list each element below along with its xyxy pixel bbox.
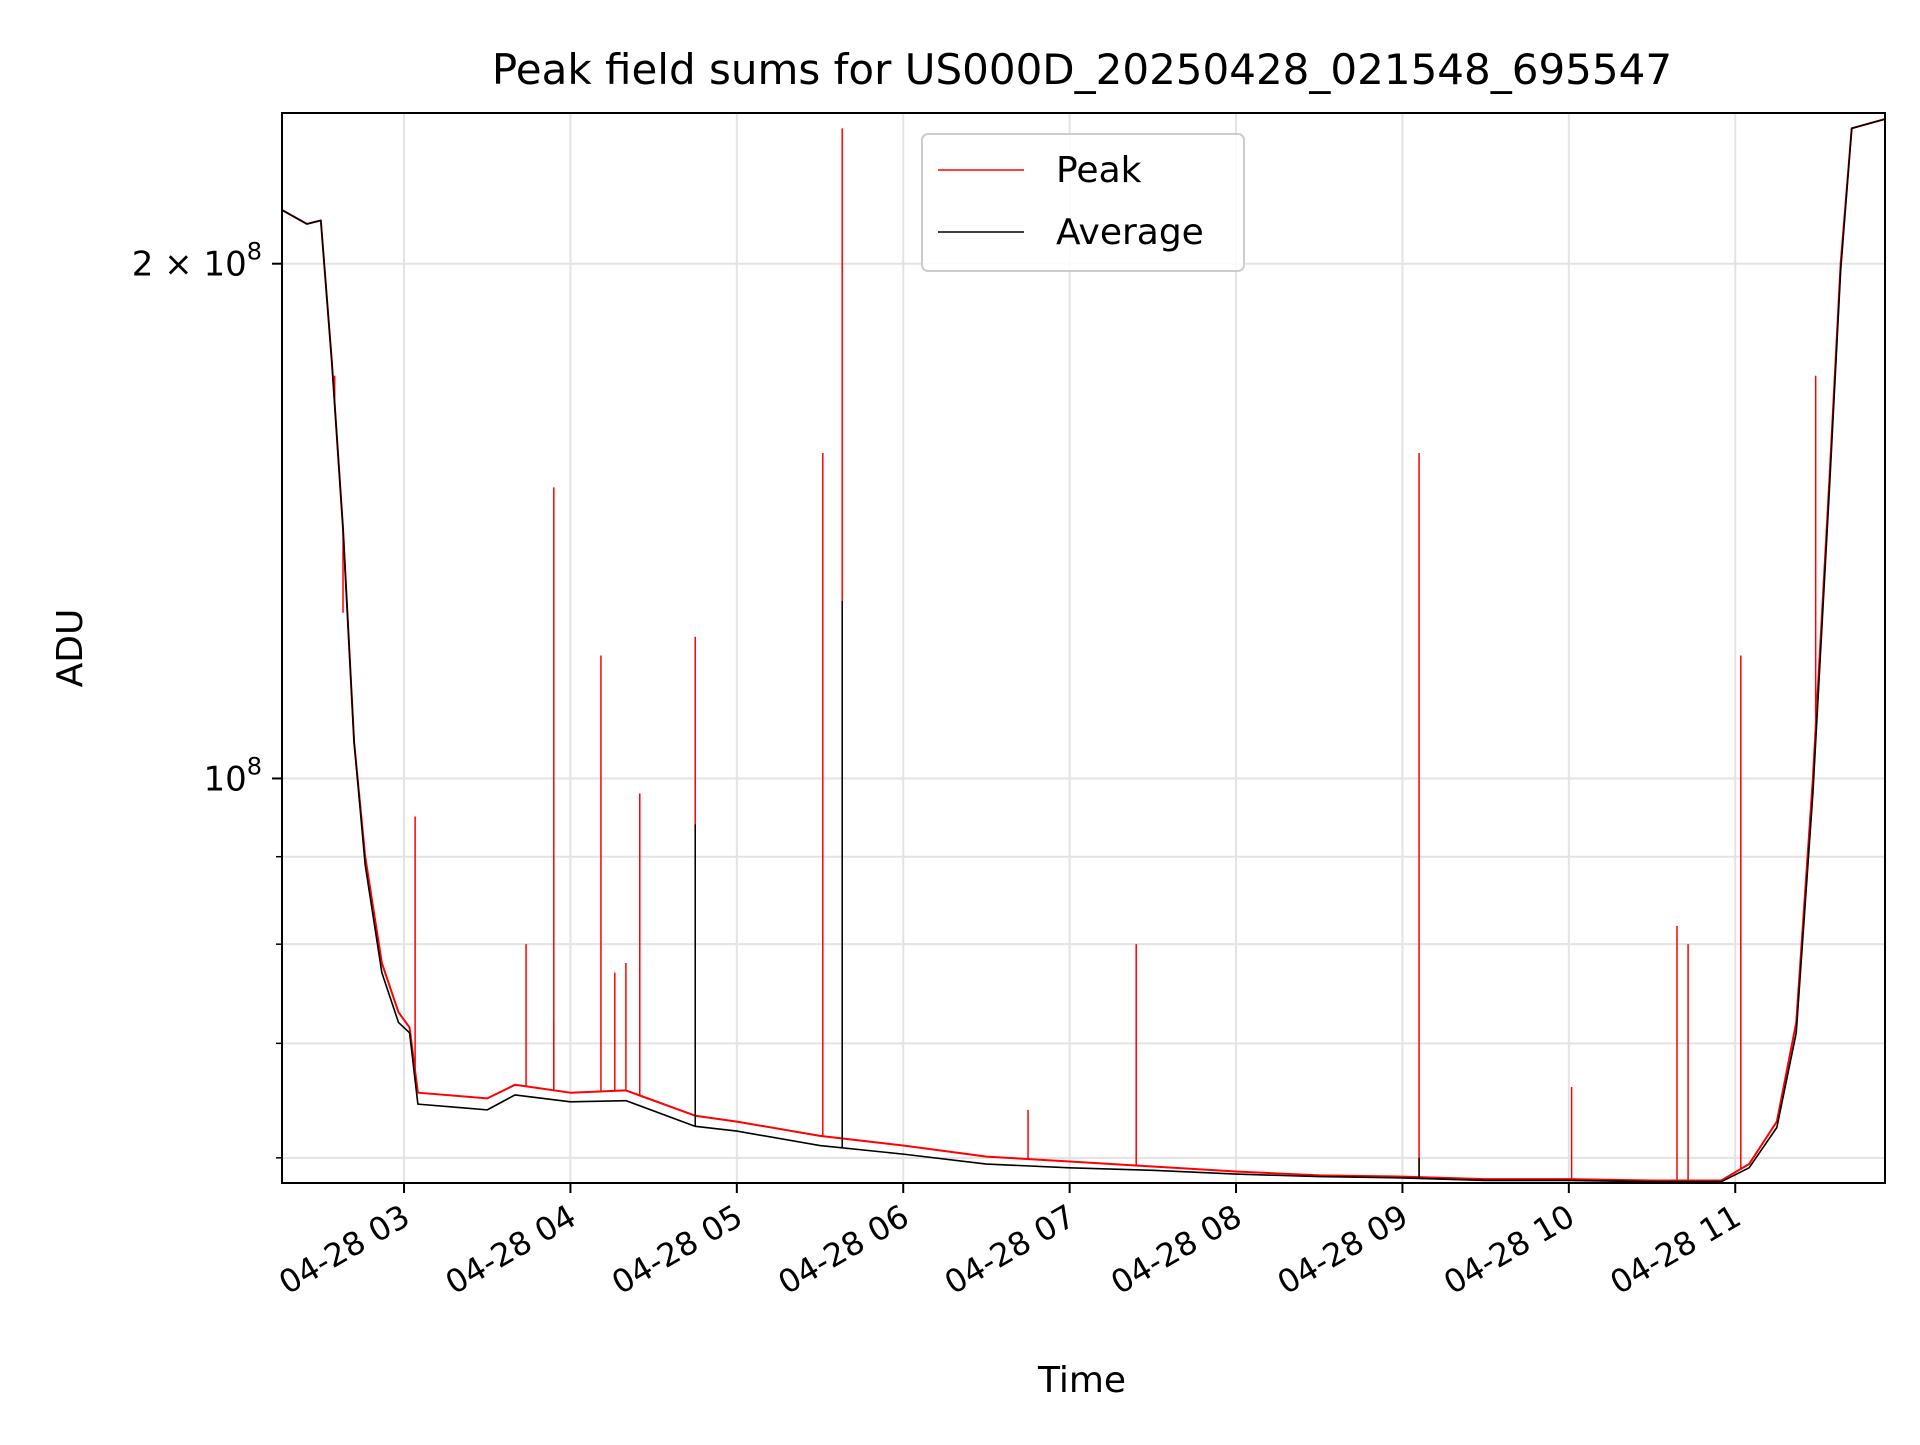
y-axis-label: ADU [50,609,91,688]
legend-box [921,133,1245,272]
y-tick-label-base: 2 × 10 [132,245,247,285]
y-tick-label-exponent: 8 [247,238,262,266]
y-tick-label-base: 10 [203,759,246,799]
plot-frame [281,112,1886,1184]
legend: Peak Average [921,133,1245,272]
y-tick-label: 108 [203,752,262,799]
y-tick-label: 2 × 108 [132,238,262,285]
average-line [281,118,1886,1183]
y-tick-label-exponent: 8 [247,752,262,780]
average-series [281,118,1886,1183]
plot-lines [281,118,1886,1183]
legend-peak-label: Peak [1056,150,1142,191]
legend-average-label: Average [1056,212,1204,253]
x-axis-label: Time [1037,1360,1126,1401]
chart-title: Peak field sums for US000D_20250428_0215… [492,45,1672,94]
